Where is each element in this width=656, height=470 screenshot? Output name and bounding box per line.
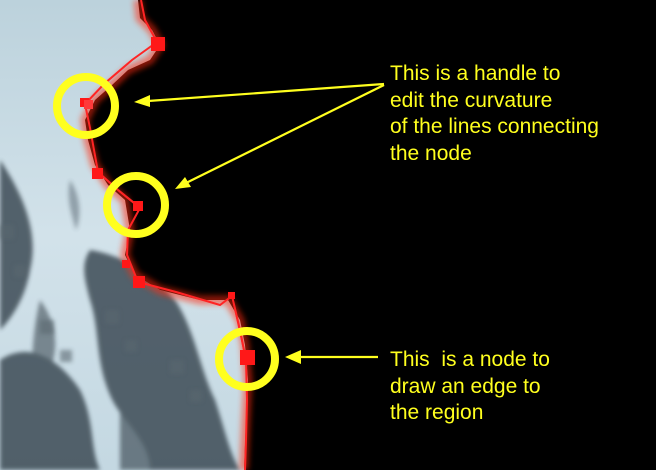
handle-annotation-line: edit the curvature: [390, 88, 553, 112]
arrow-icon: [175, 84, 385, 189]
highlight-circle-icon: [103, 172, 169, 238]
curvature-handle[interactable]: [84, 100, 93, 109]
node-annotation: This is a node to draw an edge to the re…: [390, 347, 550, 427]
node-annotation-line: draw an edge to: [390, 374, 541, 398]
arrow-icon: [285, 350, 378, 364]
node-annotation-line: the region: [390, 401, 484, 424]
handle-annotation-line: of the lines connecting: [390, 115, 599, 138]
node-annotation-line: This is a node to: [390, 348, 550, 371]
handle-annotation: This is a handle to edit the curvature o…: [390, 61, 599, 167]
handle-annotation-line: This is a handle to: [390, 62, 561, 85]
handle-annotation-line: the node: [390, 141, 472, 165]
highlight-circle-icon: [53, 73, 119, 139]
arrow-icon: [134, 82, 385, 107]
region-edge-glow: [80, 0, 253, 470]
curvature-handle[interactable]: [133, 201, 143, 211]
highlight-circle-icon: [215, 327, 279, 391]
